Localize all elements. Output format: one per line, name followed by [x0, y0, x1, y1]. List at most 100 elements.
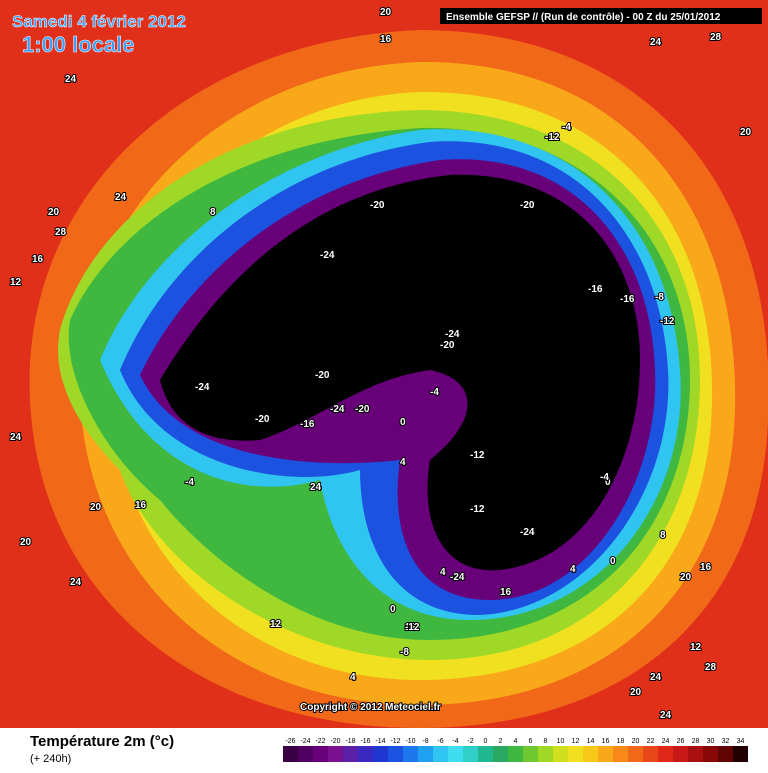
contour-label: 8: [210, 207, 216, 218]
run-box: [440, 8, 762, 24]
contour-label: 12: [10, 277, 22, 288]
colorbar-label: 4: [514, 738, 518, 745]
contour-label: -4: [185, 477, 194, 488]
contour-label: -12: [545, 132, 560, 143]
contour-label: -12: [660, 316, 675, 327]
run-info: Ensemble GEFSP // (Run de contrôle) - 00…: [446, 12, 721, 23]
colorbar-label: 16: [602, 738, 610, 745]
contour-label: 20: [630, 687, 642, 698]
colorbar-label: 2: [499, 738, 503, 745]
contour-label: -24: [320, 250, 335, 261]
contour-label: -24: [450, 572, 465, 583]
contour-label: 24: [10, 432, 22, 443]
colorbar-swatch: [718, 746, 733, 762]
contour-label: 8: [660, 530, 666, 541]
legend-subtitle: (+ 240h): [30, 753, 71, 765]
contour-label: 24: [70, 577, 82, 588]
colorbar-swatch: [508, 746, 523, 762]
colorbar-swatch: [343, 746, 358, 762]
colorbar-label: 24: [662, 738, 670, 745]
colorbar-label: -22: [315, 738, 325, 745]
contour-label: -4: [430, 387, 439, 398]
colorbar-swatch: [433, 746, 448, 762]
colorbar-swatch: [388, 746, 403, 762]
contour-label: 24: [660, 710, 672, 721]
contour-label: 20: [20, 537, 32, 548]
contour-label: 12: [405, 622, 417, 633]
contour-label: -20: [520, 200, 535, 211]
colorbar-swatch: [403, 746, 418, 762]
colorbar-label: 26: [677, 738, 685, 745]
contour-label: 28: [710, 32, 722, 43]
contour-label: 16: [135, 500, 147, 511]
colorbar-label: -12: [390, 738, 400, 745]
colorbar-swatch: [463, 746, 478, 762]
contour-label: 16: [380, 34, 392, 45]
colorbar-swatch: [628, 746, 643, 762]
colorbar-swatch: [673, 746, 688, 762]
contour-label: 28: [705, 662, 717, 673]
colorbar-label: -2: [467, 738, 473, 745]
colorbar-swatch: [313, 746, 328, 762]
temperature-field: [29, 30, 768, 728]
contour-label: 20: [380, 7, 392, 18]
colorbar-label: 12: [572, 738, 580, 745]
contour-label: 12: [690, 642, 702, 653]
colorbar-label: -4: [452, 738, 458, 745]
colorbar-label: 20: [632, 738, 640, 745]
colorbar-swatch: [568, 746, 583, 762]
contour-label: 24: [310, 482, 322, 493]
colorbar-label: -8: [422, 738, 428, 745]
contour-label: 12: [270, 619, 282, 630]
contour-label: -20: [355, 404, 370, 415]
contour-label: -20: [370, 200, 385, 211]
contour-label: 24: [650, 37, 662, 48]
contour-label: -12: [470, 450, 485, 461]
colorbar-swatch: [418, 746, 433, 762]
contour-label: 24: [65, 74, 77, 85]
contour-label: -16: [300, 419, 315, 430]
colorbar-swatch: [643, 746, 658, 762]
colorbar-swatch: [328, 746, 343, 762]
contour-label: 20: [680, 572, 692, 583]
contour-label: 4: [440, 567, 446, 578]
contour-label: -8: [400, 647, 409, 658]
contour-label: -24: [520, 527, 535, 538]
colorbar-swatch: [493, 746, 508, 762]
contour-label: -12: [470, 504, 485, 515]
contour-label: -8: [655, 292, 664, 303]
subtitle: 1:00 locale: [22, 32, 135, 57]
colorbar-swatch: [703, 746, 718, 762]
contour-label: 16: [500, 587, 512, 598]
contour-label: 4: [570, 564, 576, 575]
contour-label: 0: [610, 556, 616, 567]
colorbar-label: 34: [737, 738, 745, 745]
colorbar-swatch: [538, 746, 553, 762]
contour-label: -24: [445, 329, 460, 340]
contour-label: 0: [390, 604, 396, 615]
contour-label: 20: [48, 207, 60, 218]
contour-label: 24: [115, 192, 127, 203]
colorbar-swatch: [733, 746, 748, 762]
colorbar-label: 18: [617, 738, 625, 745]
colorbar-swatch: [523, 746, 538, 762]
colorbar-label: 8: [544, 738, 548, 745]
colorbar-label: 6: [529, 738, 533, 745]
colorbar-label: 30: [707, 738, 715, 745]
colorbar-swatch: [613, 746, 628, 762]
colorbar-label: -6: [437, 738, 443, 745]
colorbar-swatch: [598, 746, 613, 762]
colorbar-label: 0: [484, 738, 488, 745]
contour-label: -4: [600, 472, 609, 483]
colorbar-label: 28: [692, 738, 700, 745]
contour-label: -24: [195, 382, 210, 393]
colorbar-swatch: [298, 746, 313, 762]
contour-label: 20: [740, 127, 752, 138]
colorbar-label: -10: [405, 738, 415, 745]
colorbar-label: -24: [300, 738, 310, 745]
contour-label: 16: [32, 254, 44, 265]
contour-label: 24: [650, 672, 662, 683]
colorbar-swatch: [373, 746, 388, 762]
contour-label: -20: [440, 340, 455, 351]
